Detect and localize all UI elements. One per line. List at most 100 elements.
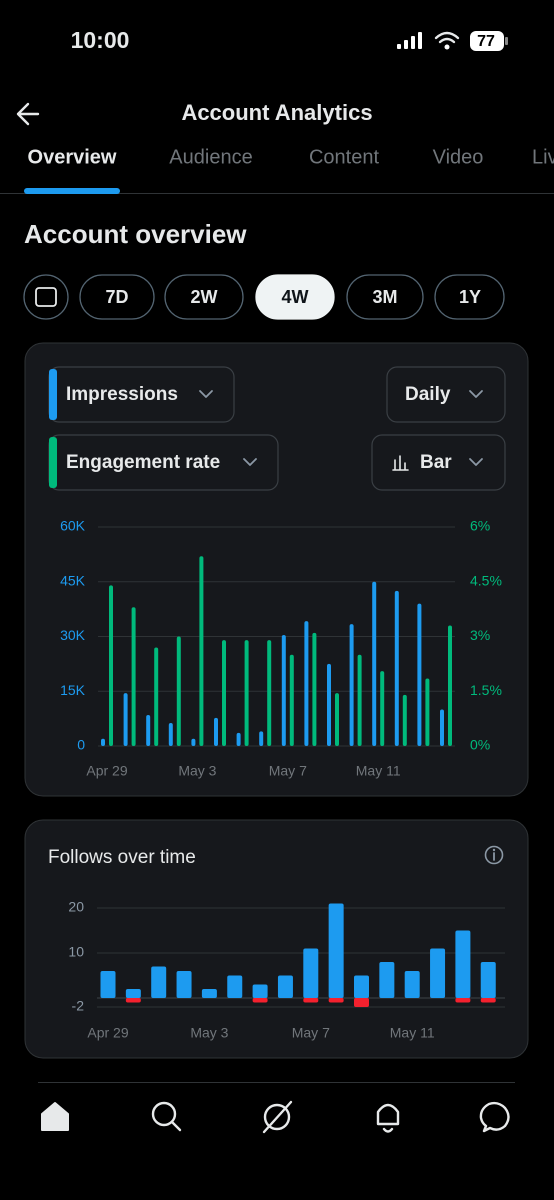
bar <box>335 693 339 746</box>
bar <box>448 625 452 746</box>
x-tick-label: May 3 <box>190 1025 228 1041</box>
chevron <box>469 390 483 398</box>
range-label: 2W <box>191 287 218 307</box>
bar <box>480 998 496 1003</box>
calendar-button[interactable] <box>23 274 69 320</box>
bar <box>146 714 151 746</box>
nav-notifications[interactable] <box>376 1103 400 1133</box>
y2-tick-label: 3% <box>470 627 490 643</box>
tab[interactable]: Audience <box>169 146 252 168</box>
nav-messages[interactable] <box>479 1101 510 1133</box>
wifi <box>434 31 460 44</box>
bar <box>303 998 319 1003</box>
legend-swatch <box>49 437 57 488</box>
tab[interactable]: Video <box>433 146 484 168</box>
interval-label: Daily <box>405 384 451 405</box>
battery-level: 77 <box>477 33 495 50</box>
back-button[interactable] <box>16 102 40 126</box>
y2-tick-label: 1.5% <box>470 682 502 698</box>
x-tick-label: May 7 <box>292 1025 330 1041</box>
view-selector[interactable] <box>371 434 506 491</box>
bar <box>259 731 264 746</box>
bar <box>394 590 399 746</box>
interval-selector[interactable] <box>386 366 506 423</box>
bar <box>109 585 113 746</box>
range-button[interactable] <box>346 274 424 320</box>
bar <box>425 678 430 746</box>
x-tick-label: May 7 <box>269 763 307 779</box>
bar <box>312 632 317 746</box>
bar <box>123 693 128 746</box>
calendar-icon <box>35 287 57 307</box>
bar <box>328 903 344 998</box>
tab[interactable]: Live <box>532 146 554 168</box>
bar <box>199 556 204 746</box>
page-title: Account Analytics <box>181 100 372 125</box>
bar <box>304 621 309 746</box>
bar <box>244 640 249 746</box>
x-tick-label: May 11 <box>356 763 401 779</box>
bar <box>131 607 136 746</box>
range-button[interactable] <box>434 274 505 320</box>
chart-title: Follows over time <box>48 847 196 868</box>
y2-tick-label: 4.5% <box>470 572 502 588</box>
bar <box>430 948 446 998</box>
nav-search[interactable] <box>151 1101 182 1132</box>
tab-indicator <box>24 188 120 194</box>
info-dot <box>492 848 496 852</box>
bar <box>440 709 444 746</box>
bar <box>327 663 331 746</box>
bar <box>252 984 268 998</box>
nav-home[interactable] <box>41 1102 69 1131</box>
battery-tip <box>505 37 508 45</box>
bar <box>125 998 141 1003</box>
bar <box>214 717 218 746</box>
bar <box>380 671 385 746</box>
bar <box>125 989 141 998</box>
y-tick-label: 20 <box>68 899 84 915</box>
wifi-dot <box>444 44 450 50</box>
legend-swatch <box>49 369 57 420</box>
range-button[interactable] <box>164 274 244 320</box>
tab[interactable]: Content <box>309 146 379 168</box>
bar <box>101 738 105 746</box>
bar <box>176 971 192 998</box>
tab-divider <box>0 193 554 194</box>
range-label: 3M <box>372 287 397 307</box>
bar <box>349 624 354 746</box>
bar <box>277 975 293 998</box>
bar <box>354 998 369 1007</box>
nav-grok[interactable] <box>262 1100 293 1134</box>
range-button[interactable] <box>79 274 155 320</box>
bar <box>176 636 181 746</box>
bar <box>372 581 377 746</box>
bar <box>267 640 272 746</box>
view-label: Bar <box>420 452 452 473</box>
bar <box>168 723 173 746</box>
x-tick-label: Apr 29 <box>87 1025 128 1041</box>
bar <box>151 966 167 998</box>
bar <box>354 975 369 998</box>
range-button[interactable] <box>255 274 335 320</box>
tab[interactable]: Overview <box>28 146 117 168</box>
range-label: 1Y <box>459 287 481 307</box>
y-tick-label: 30K <box>60 627 86 643</box>
bar <box>402 694 407 746</box>
signal <box>397 32 422 49</box>
bar <box>222 640 226 746</box>
chevron <box>199 390 213 398</box>
info-button[interactable] <box>484 845 504 865</box>
chevron <box>243 458 257 466</box>
range-label: 7D <box>105 287 128 307</box>
chevron <box>469 458 483 466</box>
y-tick-label: 15K <box>60 682 86 698</box>
clock: 10:00 <box>71 27 130 53</box>
y-tick-label: 60K <box>60 518 86 534</box>
bar <box>154 647 159 746</box>
bar-icon <box>392 455 409 471</box>
legend-label: Engagement rate <box>66 452 220 473</box>
bar <box>455 930 471 998</box>
section-title: Account overview <box>24 219 247 249</box>
y2-tick-label: 0% <box>470 737 490 753</box>
